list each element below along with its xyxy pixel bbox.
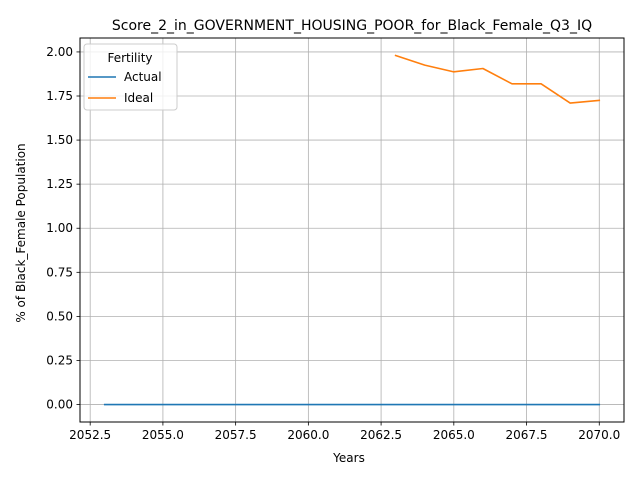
y-tick-label: 1.75 (46, 89, 73, 103)
plot-frame (79, 37, 625, 423)
series-lines (103, 54, 601, 406)
x-tick-label: 2052.5 (69, 428, 111, 442)
legend-label-ideal: Ideal (124, 91, 153, 105)
x-axis-label: Years (332, 451, 365, 465)
legend-label-actual: Actual (124, 70, 162, 84)
legend-box (83, 43, 178, 111)
x-tick-label: 2067.5 (506, 428, 548, 442)
chart-title: Score_2_in_GOVERNMENT_HOUSING_POOR_for_B… (112, 18, 592, 34)
x-tick-label: 2070.0 (578, 428, 620, 442)
y-tick-label: 1.00 (46, 221, 73, 235)
y-tick-label: 0.75 (46, 265, 73, 279)
x-tick-label: 2057.5 (215, 428, 257, 442)
x-tick-label: 2055.0 (142, 428, 184, 442)
y-tick-label: 0.25 (46, 353, 73, 367)
y-tick-label: 0.00 (46, 398, 73, 412)
y-tick-label: 2.00 (46, 45, 73, 59)
y-tick-label: 1.50 (46, 133, 73, 147)
x-tick-label: 2060.0 (287, 428, 329, 442)
y-axis: 0.00 0.25 0.50 0.75 1.00 1.25 1.50 1.75 2.00 (46, 45, 80, 412)
x-tick-label: 2065.0 (433, 428, 475, 442)
x-tick-label: 2062.5 (360, 428, 402, 442)
x-axis: 2052.5 2055.0 2057.5 2060.0 2062.5 2065.0 2067… (69, 422, 620, 442)
legend-title: Fertility (107, 51, 152, 65)
y-tick-label: 0.50 (46, 309, 73, 323)
y-axis-label: % of Black_Female Population (14, 143, 28, 322)
y-tick-label: 1.25 (46, 177, 73, 191)
series-line-ideal (394, 54, 601, 104)
legend: Fertility Actual Ideal (83, 43, 178, 111)
